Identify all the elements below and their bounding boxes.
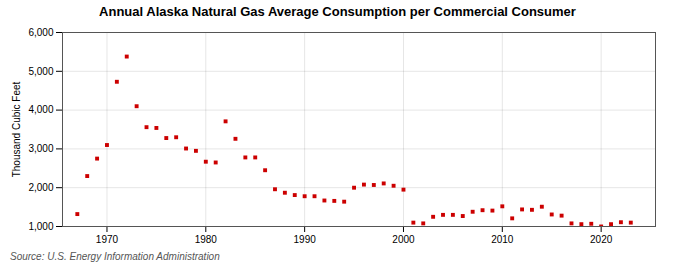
svg-text:2020: 2020 xyxy=(590,234,613,245)
svg-text:3,000: 3,000 xyxy=(28,143,53,154)
svg-text:1980: 1980 xyxy=(195,234,218,245)
svg-text:2010: 2010 xyxy=(491,234,514,245)
svg-text:5,000: 5,000 xyxy=(28,66,53,77)
svg-text:1970: 1970 xyxy=(96,234,119,245)
svg-text:2,000: 2,000 xyxy=(28,182,53,193)
svg-text:6,000: 6,000 xyxy=(28,27,53,38)
html-text:Annual Alaska Natural Gas Aver: Annual Alaska Natural Gas Average Consum… xyxy=(99,4,576,19)
svg-text:Thousand Cubic Feet: Thousand Cubic Feet xyxy=(11,81,22,177)
svg-text:2000: 2000 xyxy=(392,234,415,245)
html-text:Source: U.S. Energy Informatio: Source: U.S. Energy Information Administ… xyxy=(10,251,220,262)
svg-text:1990: 1990 xyxy=(294,234,317,245)
svg-text:1,000: 1,000 xyxy=(28,221,53,232)
svg-text:4,000: 4,000 xyxy=(28,104,53,115)
